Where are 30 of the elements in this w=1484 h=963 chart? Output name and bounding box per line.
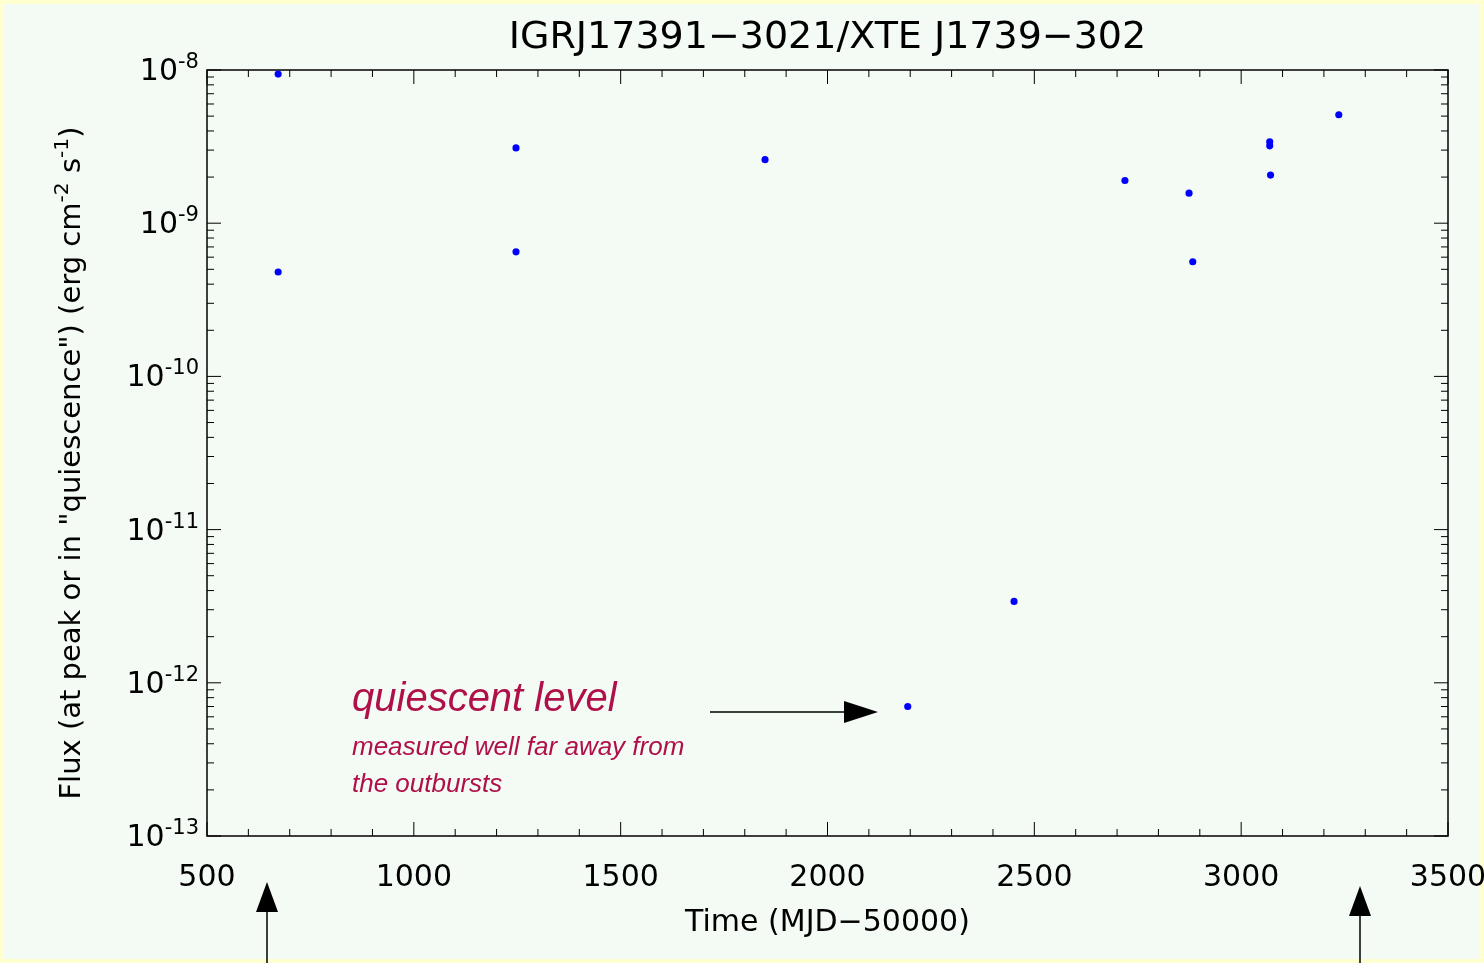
point: [512, 144, 520, 152]
chart-title: IGRJ17391−3021/XTE J1739−302: [508, 13, 1147, 57]
point: [761, 156, 769, 164]
point: [512, 248, 520, 256]
point: [1266, 171, 1275, 179]
point: [274, 268, 282, 276]
x-tick-label: 1000: [375, 858, 453, 893]
annotation: measured well far away from the outbursts: [352, 731, 685, 798]
x-tick-label: 1500: [582, 858, 659, 893]
y-tick-label: 10$^{-9}$: [139, 202, 199, 241]
point: [1010, 597, 1018, 605]
y-tick-label: 10$^{-13}$: [126, 815, 199, 853]
y-tick-label: 10$^{-11}$: [126, 508, 199, 547]
y-tick-label: 10$^{-10}$: [126, 355, 199, 394]
point: [1185, 189, 1193, 197]
x-axis-title: Time (MJD−50000): [684, 903, 970, 938]
y-tick-label: 10$^{-8}$: [139, 49, 199, 87]
x-tick-label: 3500: [1409, 858, 1484, 893]
point: [274, 70, 282, 78]
point: [1121, 176, 1129, 185]
x-tick-label: 2500: [996, 858, 1073, 893]
point: [1335, 111, 1343, 119]
x-tick-label: 500: [178, 858, 236, 893]
y-tick-label: 10$^{-12}$: [126, 661, 199, 700]
point: [1266, 142, 1274, 150]
annotation: quiescent level: [352, 675, 618, 719]
point: [1189, 258, 1197, 266]
x-tick-label: 2000: [789, 858, 866, 893]
point: [904, 702, 912, 711]
x-tick-label: 3000: [1202, 858, 1280, 893]
